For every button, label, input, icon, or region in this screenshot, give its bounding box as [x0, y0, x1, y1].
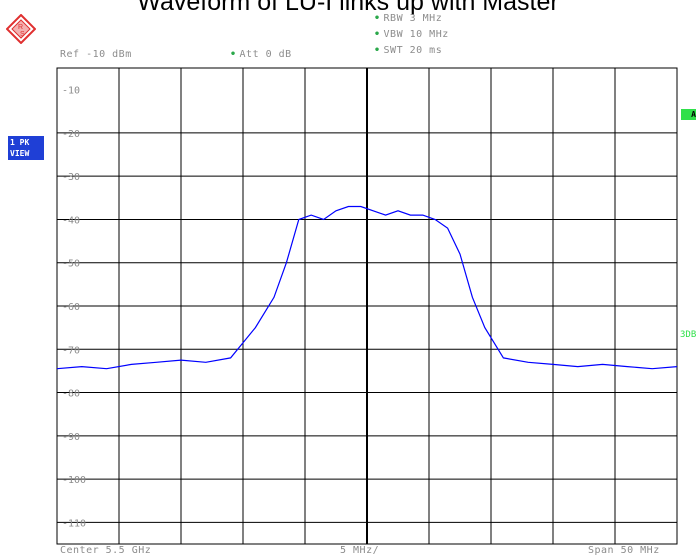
y-tick-label: -30	[62, 172, 80, 183]
y-tick-label: -80	[62, 389, 80, 400]
y-tick-label: -110	[62, 518, 86, 529]
rohde-schwarz-logo-icon: R S	[6, 14, 36, 44]
attenuation-label: • Att 0 dB	[230, 49, 292, 60]
flag-a: A	[681, 109, 696, 120]
grid	[56, 67, 678, 545]
swt-label: • SWT 20 ms	[374, 45, 443, 56]
y-tick-label: -100	[62, 475, 86, 486]
y-tick-label: -90	[62, 432, 80, 443]
rbw-label: • RBW 3 MHz	[374, 13, 443, 24]
center-frequency-label: Center 5.5 GHz	[60, 545, 152, 556]
chart-title: Waveform of LU-I links up with Master	[137, 0, 559, 16]
ref-level-label: Ref -10 dBm	[60, 49, 132, 60]
svg-text:S: S	[20, 31, 25, 38]
y-tick-label: -70	[62, 345, 80, 356]
vbw-label: • VBW 10 MHz	[374, 29, 449, 40]
svg-text:R: R	[18, 24, 23, 31]
y-tick-label: -60	[62, 302, 80, 313]
y-tick-label: -10	[62, 86, 80, 97]
div-label: 5 MHz/	[340, 545, 380, 556]
trace-badge: 1 PK VIEW	[8, 136, 44, 160]
flag-3db: 3DB	[680, 330, 696, 340]
span-label: Span 50 MHz	[588, 545, 660, 556]
y-tick-label: -20	[62, 129, 80, 140]
y-tick-labels: -10 -20 -30 -40 -50 -60 -70 -80 -90 -100 -110	[62, 86, 86, 530]
trace-series	[56, 205, 678, 370]
y-tick-label: -50	[62, 259, 80, 270]
y-tick-label: -40	[62, 215, 80, 226]
